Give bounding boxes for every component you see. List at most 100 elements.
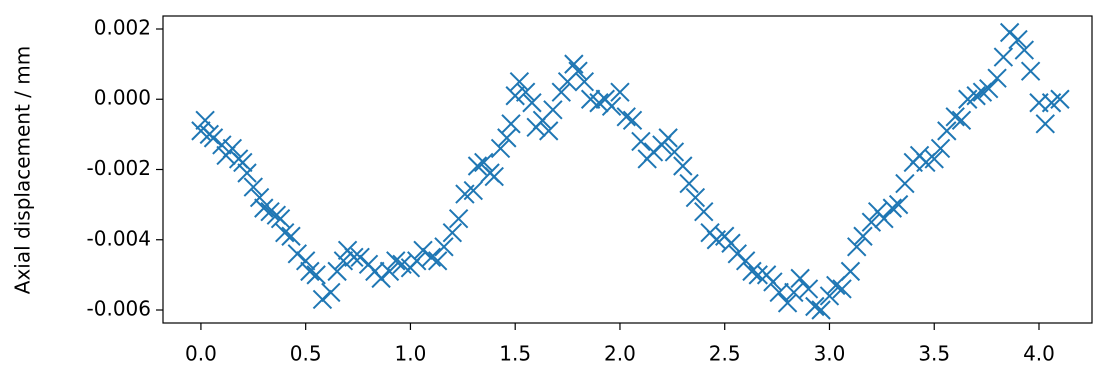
- marker: [589, 93, 609, 113]
- marker: [254, 198, 274, 218]
- marker: [421, 247, 442, 268]
- marker: [924, 149, 944, 169]
- marker: [735, 251, 756, 271]
- x-tick-label: 3.0: [814, 342, 846, 366]
- marker: [249, 187, 270, 208]
- marker: [805, 296, 825, 317]
- marker: [515, 82, 536, 102]
- marker: [379, 261, 400, 282]
- marker: [888, 194, 909, 215]
- x-tick-label: 4.0: [1023, 342, 1055, 366]
- marker: [930, 138, 951, 159]
- y-tick-label: 0.002: [94, 15, 151, 39]
- marker: [467, 156, 488, 176]
- marker: [951, 110, 972, 131]
- marker: [551, 82, 572, 102]
- marker: [505, 86, 525, 106]
- marker: [882, 198, 903, 218]
- marker: [260, 201, 280, 222]
- marker: [622, 110, 643, 131]
- marker: [509, 71, 530, 92]
- marker: [222, 138, 243, 159]
- marker: [798, 279, 819, 299]
- marker: [522, 93, 542, 113]
- marker: [945, 107, 965, 127]
- marker: [832, 279, 852, 299]
- x-tick-label: 1.5: [499, 342, 531, 366]
- marker: [895, 173, 915, 194]
- marker: [993, 47, 1014, 67]
- y-tick-label: -0.006: [87, 297, 151, 321]
- marker: [610, 82, 630, 102]
- marker: [631, 131, 651, 152]
- marker: [270, 208, 291, 229]
- marker: [819, 286, 840, 306]
- marker: [777, 293, 798, 313]
- marker: [685, 187, 706, 208]
- marker: [321, 282, 341, 303]
- marker: [616, 107, 636, 127]
- marker: [543, 100, 563, 120]
- marker: [237, 163, 257, 183]
- marker: [407, 251, 427, 271]
- marker: [601, 96, 622, 116]
- marker: [490, 138, 511, 159]
- marker: [769, 282, 789, 303]
- marker: [497, 128, 517, 148]
- plot-frame: [162, 15, 1093, 324]
- marker: [1050, 89, 1070, 109]
- marker: [811, 300, 831, 320]
- x-tick-label: 1.0: [395, 342, 427, 366]
- marker: [1020, 61, 1041, 81]
- marker: [1014, 40, 1035, 60]
- marker: [987, 68, 1007, 88]
- marker: [233, 152, 253, 173]
- marker: [568, 61, 588, 81]
- marker: [434, 237, 454, 257]
- y-tick-label: -0.004: [87, 226, 151, 250]
- marker: [212, 135, 232, 155]
- marker: [679, 173, 699, 194]
- marker: [979, 79, 999, 99]
- marker: [344, 247, 364, 268]
- marker: [748, 265, 768, 285]
- marker: [861, 212, 882, 232]
- marker: [673, 156, 693, 176]
- marker: [474, 152, 494, 173]
- marker: [281, 226, 301, 246]
- marker: [1035, 114, 1055, 134]
- marker: [427, 251, 448, 271]
- y-tick-label: 0.000: [94, 86, 151, 110]
- marker: [442, 223, 463, 243]
- x-tick-label: 0.5: [290, 342, 322, 366]
- marker: [448, 208, 469, 229]
- marker: [664, 142, 685, 162]
- x-tick-label: 3.5: [918, 342, 950, 366]
- marker: [1008, 29, 1028, 50]
- marker: [333, 251, 354, 271]
- marker: [275, 223, 295, 243]
- marker: [484, 166, 504, 187]
- x-tick-label: 0.0: [185, 342, 217, 366]
- marker: [840, 261, 861, 282]
- marker: [658, 128, 678, 148]
- marker: [501, 114, 521, 134]
- marker: [574, 71, 595, 92]
- marker: [195, 110, 215, 131]
- marker: [853, 226, 873, 246]
- marker: [847, 237, 867, 257]
- x-tick-label: 2.5: [709, 342, 741, 366]
- y-axis-label: Axial displacement / mm: [11, 46, 35, 294]
- marker: [937, 121, 957, 141]
- x-tick-label: 2.0: [604, 342, 636, 366]
- marker: [327, 261, 347, 282]
- marker: [463, 180, 484, 201]
- marker: [742, 261, 762, 282]
- marker: [295, 251, 316, 271]
- marker: [763, 272, 783, 292]
- marker: [306, 265, 326, 285]
- marker: [784, 282, 804, 303]
- marker: [721, 233, 741, 253]
- marker: [386, 251, 406, 271]
